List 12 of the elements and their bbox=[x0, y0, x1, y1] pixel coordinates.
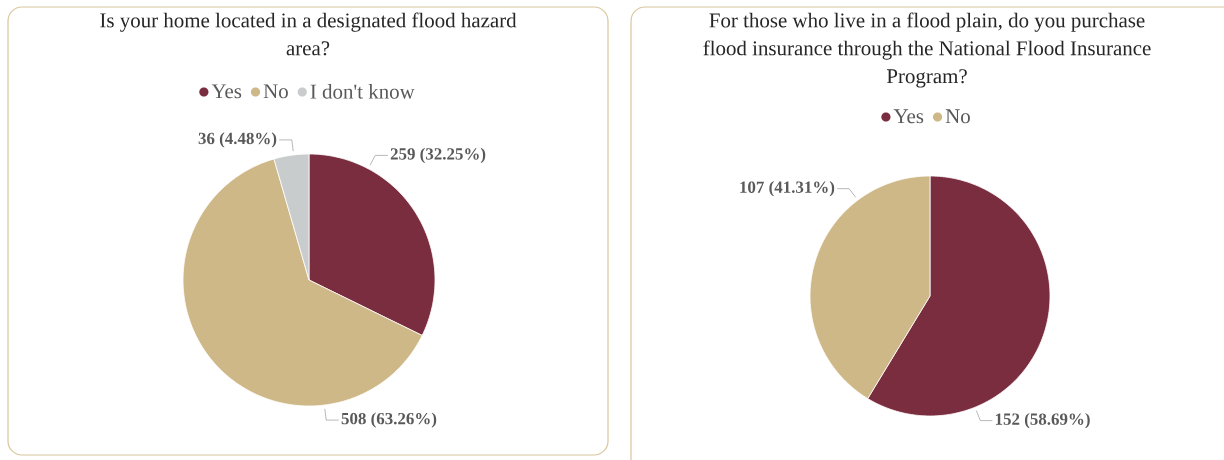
legend-label: No bbox=[263, 84, 288, 99]
data-label: 259 (32.25%) bbox=[390, 147, 486, 164]
data-label: 107 (41.31%) bbox=[740, 180, 835, 197]
legend-label: I don't know bbox=[310, 83, 415, 99]
legend-label: No bbox=[945, 109, 970, 124]
legend-label: Yes bbox=[893, 109, 924, 124]
chart-title: For those who live in a flood plain, do you purchase flood insurance through the National Flood Insurance Program? bbox=[703, 12, 1151, 88]
data-label: 508 (63.26%) bbox=[341, 412, 437, 428]
legend-label: Yes bbox=[211, 84, 242, 99]
chart-title: Is your home located in a designated flood hazard area? bbox=[100, 12, 517, 56]
data-label: 36 (4.48%) bbox=[198, 132, 277, 148]
data-label: 152 (58.69%) bbox=[995, 412, 1090, 429]
